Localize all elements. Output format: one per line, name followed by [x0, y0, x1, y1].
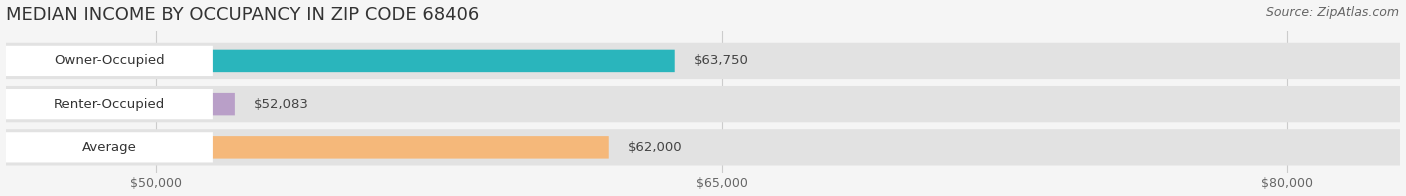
- FancyBboxPatch shape: [6, 136, 609, 159]
- Text: Owner-Occupied: Owner-Occupied: [53, 54, 165, 67]
- Text: Average: Average: [82, 141, 136, 154]
- FancyBboxPatch shape: [6, 93, 235, 115]
- FancyBboxPatch shape: [6, 50, 675, 72]
- Text: $52,083: $52,083: [253, 98, 308, 111]
- Text: Source: ZipAtlas.com: Source: ZipAtlas.com: [1265, 6, 1399, 19]
- FancyBboxPatch shape: [6, 132, 212, 162]
- Text: Renter-Occupied: Renter-Occupied: [53, 98, 165, 111]
- Text: $62,000: $62,000: [627, 141, 682, 154]
- FancyBboxPatch shape: [6, 46, 212, 76]
- FancyBboxPatch shape: [6, 129, 1400, 165]
- FancyBboxPatch shape: [6, 43, 1400, 79]
- Text: MEDIAN INCOME BY OCCUPANCY IN ZIP CODE 68406: MEDIAN INCOME BY OCCUPANCY IN ZIP CODE 6…: [6, 5, 479, 24]
- FancyBboxPatch shape: [6, 86, 1400, 122]
- Text: $63,750: $63,750: [693, 54, 748, 67]
- FancyBboxPatch shape: [6, 89, 212, 119]
